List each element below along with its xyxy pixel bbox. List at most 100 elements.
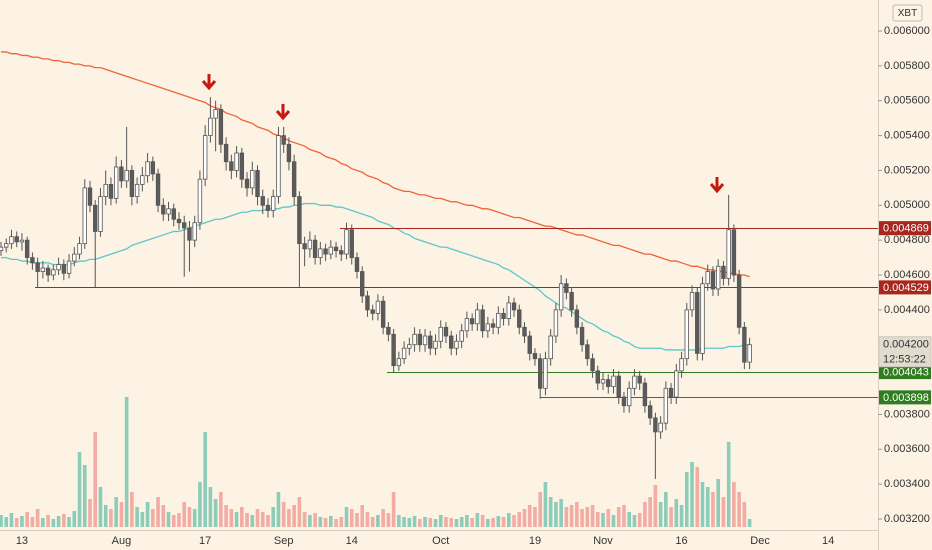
candle-body (45, 267, 51, 276)
candle-body (679, 358, 684, 372)
countdown: 12:53:22 (883, 354, 926, 366)
volume-bar (161, 505, 166, 527)
candle-body (422, 335, 428, 346)
volume-bar (276, 492, 281, 527)
candle-body (490, 323, 496, 328)
candle-body (24, 239, 30, 258)
volume-bar (271, 507, 276, 527)
volume-bar (428, 518, 433, 527)
candle-body (297, 196, 302, 245)
candle-body (192, 222, 197, 241)
candle-body (9, 236, 14, 245)
candle-body (579, 326, 585, 346)
candle-body (145, 161, 150, 177)
x-tick-label: Sep (274, 535, 294, 547)
candle-body (469, 318, 475, 325)
volume-bar (684, 472, 689, 527)
candle-body (433, 340, 438, 349)
candle-body (527, 335, 532, 354)
volume-bar (533, 507, 537, 527)
candle-body (208, 117, 213, 136)
candle-body (705, 271, 710, 285)
volume-bar (67, 517, 71, 527)
volume-bar (287, 509, 291, 527)
volume-bar (381, 509, 385, 527)
candle-body (129, 170, 135, 197)
volume-bar (700, 482, 705, 527)
level-label-box (879, 390, 931, 405)
volume-bar (323, 518, 328, 527)
candle-body (710, 271, 716, 290)
volume-bar (690, 462, 694, 527)
candle-body (250, 170, 255, 189)
candle-body (689, 292, 695, 311)
candle-body (606, 379, 611, 387)
volume-bar (496, 516, 501, 527)
candle-body (108, 183, 114, 199)
volume-bar (721, 497, 726, 527)
volume-bar (334, 519, 338, 527)
volume-bar (56, 516, 61, 527)
volume-bar (705, 487, 710, 527)
x-tick-label: 14 (346, 535, 358, 547)
volume-bar (695, 467, 700, 527)
x-tick-label: 19 (529, 535, 541, 547)
candle-body (35, 262, 40, 272)
volume-bar (517, 512, 522, 527)
candle-body (302, 243, 307, 250)
volume-bar (397, 515, 401, 527)
candle-body (244, 178, 250, 189)
volume-bar (386, 513, 391, 527)
candle-body (0, 246, 4, 252)
candle-body (721, 265, 726, 279)
volume-bar (20, 516, 24, 527)
volume-bar (747, 519, 752, 527)
volume-bar (297, 497, 302, 527)
candle-body (642, 382, 648, 407)
volume-bar (674, 499, 679, 527)
volume-bar (465, 515, 469, 527)
y-tick-label: 0.004400 (884, 304, 930, 316)
volume-bar (219, 492, 223, 527)
volume-bar (114, 497, 118, 527)
candle-body (93, 204, 98, 232)
level-label: 0.004529 (883, 282, 929, 294)
candle-body (312, 239, 318, 258)
candle-body (511, 302, 517, 311)
volume-bar (145, 502, 150, 527)
volume-bar (611, 515, 616, 527)
candle-body (522, 326, 527, 337)
volume-bar (240, 507, 244, 527)
candle-body (166, 208, 171, 215)
volume-bar (88, 499, 92, 527)
volume-bar (580, 509, 584, 527)
candle-body (82, 187, 87, 245)
candle-body (349, 229, 354, 258)
candle-body (585, 344, 590, 360)
moving-average (1, 51, 750, 278)
level-label: 0.003898 (883, 392, 929, 404)
volume-bar (538, 492, 543, 527)
volume-bar (590, 505, 595, 527)
candle-body (344, 229, 349, 255)
candle-body (271, 196, 276, 211)
candle-body (443, 326, 449, 337)
volume-bar (302, 512, 307, 527)
volume-bar (595, 512, 600, 527)
level-label-box (879, 280, 931, 295)
level-label-box (879, 365, 931, 380)
candle-body (428, 335, 433, 349)
volume-bar (281, 502, 286, 527)
volume-bar (637, 513, 642, 527)
candle-body (449, 335, 454, 349)
volume-bar (711, 492, 715, 527)
volume-bar (480, 515, 485, 527)
candle-body (532, 353, 538, 360)
volume-bar (632, 515, 637, 527)
candle-body (234, 152, 239, 171)
candle-body (700, 283, 705, 354)
candle-body (286, 143, 292, 163)
candle-body (564, 283, 569, 293)
volume-bar (151, 509, 155, 527)
arrow (709, 177, 725, 194)
